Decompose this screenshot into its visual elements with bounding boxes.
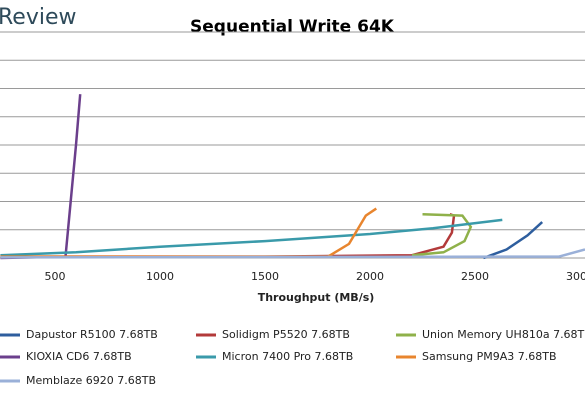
x-tick-label: 1000 [146,270,174,283]
series-line [0,218,503,257]
series-line [482,221,544,260]
legend-label: Micron 7400 Pro 7.68TB [222,350,353,363]
logo: Review [0,5,77,30]
x-tick-label: 2000 [356,270,384,283]
series-line [0,207,377,258]
x-axis-label: Throughput (MB/s) [258,291,375,304]
legend-label: Dapustor R5100 7.68TB [26,328,158,341]
x-tick-label: 500 [45,270,66,283]
x-tick-label: 3000 [566,270,585,283]
legend-label: Samsung PM9A3 7.68TB [422,350,557,363]
x-tick-label: 2500 [461,270,489,283]
series-line [0,94,82,260]
legend-label: KIOXIA CD6 7.68TB [26,350,132,363]
legend-label: Union Memory UH810a 7.68TB [422,328,585,341]
series-line [411,212,473,257]
legend-label: Solidigm P5520 7.68TB [222,328,350,341]
series-line [0,248,585,259]
chart-title: Sequential Write 64K [190,17,395,37]
legend-label: Memblaze 6920 7.68TB [26,374,156,387]
x-tick-label: 1500 [251,270,279,283]
